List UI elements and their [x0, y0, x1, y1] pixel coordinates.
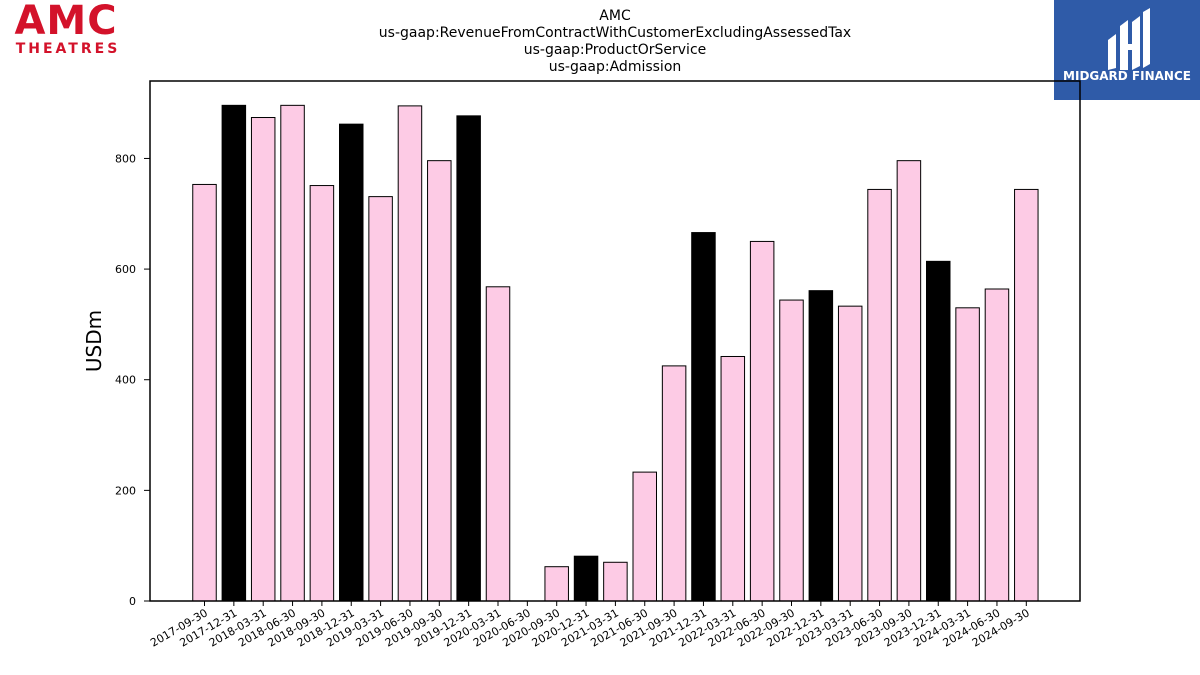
bar: [808, 290, 834, 602]
bar: [603, 561, 628, 602]
bar: [720, 355, 746, 602]
x-axis: 2017-09-302017-12-312018-03-312018-06-30…: [148, 601, 1032, 650]
amc-theatres-text: THEATRES: [16, 41, 121, 57]
bar: [250, 117, 276, 602]
bar: [427, 160, 452, 602]
bar: [661, 365, 687, 602]
bar: [544, 566, 569, 602]
y-tick-label: 200: [115, 484, 136, 497]
bar: [955, 307, 980, 602]
bar: [192, 183, 217, 602]
plot-frame: [149, 80, 1081, 602]
midgard-finance-name: MIDGARD FINANCE: [1063, 69, 1191, 83]
amc-wordmark: AMC: [14, 0, 117, 44]
bar: [456, 115, 481, 602]
y-tick-label: 0: [129, 595, 136, 608]
bar: [837, 305, 863, 602]
bar: [485, 286, 511, 602]
bar: [1014, 188, 1039, 602]
midgard-finance-logo: MIDGARD FINANCE: [1054, 0, 1200, 100]
bar: [573, 555, 599, 602]
chart-title: AMCus-gaap:RevenueFromContractWithCustom…: [379, 8, 851, 75]
y-axis: 0 200 400 600 800: [115, 152, 150, 608]
bar: [926, 260, 951, 602]
midgard-emblem-icon: [1108, 8, 1150, 70]
bar: [779, 299, 804, 602]
y-tick-label: 400: [115, 374, 136, 387]
y-tick-label: 800: [115, 152, 136, 165]
amc-theatres-logo: AMC THEATRES: [14, 0, 121, 57]
chart-title-line: us-gaap:Admission: [549, 59, 682, 75]
y-axis-label: USDm: [82, 310, 106, 372]
chart-title-line: AMC: [599, 8, 631, 24]
bar: [632, 471, 657, 602]
bar: [749, 240, 775, 602]
bar: [397, 105, 423, 602]
bar: [309, 185, 335, 602]
bar: [280, 104, 305, 602]
bar: [896, 160, 922, 602]
bar: [221, 104, 247, 602]
chart-title-line: us-gaap:ProductOrService: [524, 42, 707, 58]
y-tick-label: 600: [115, 263, 136, 276]
bar: [368, 196, 393, 602]
chart-title-line: us-gaap:RevenueFromContractWithCustomerE…: [379, 25, 851, 41]
bar: [691, 232, 716, 602]
bar: [984, 288, 1010, 602]
bar: [867, 188, 892, 602]
bar: [339, 123, 364, 602]
bars-group: [192, 104, 1039, 602]
